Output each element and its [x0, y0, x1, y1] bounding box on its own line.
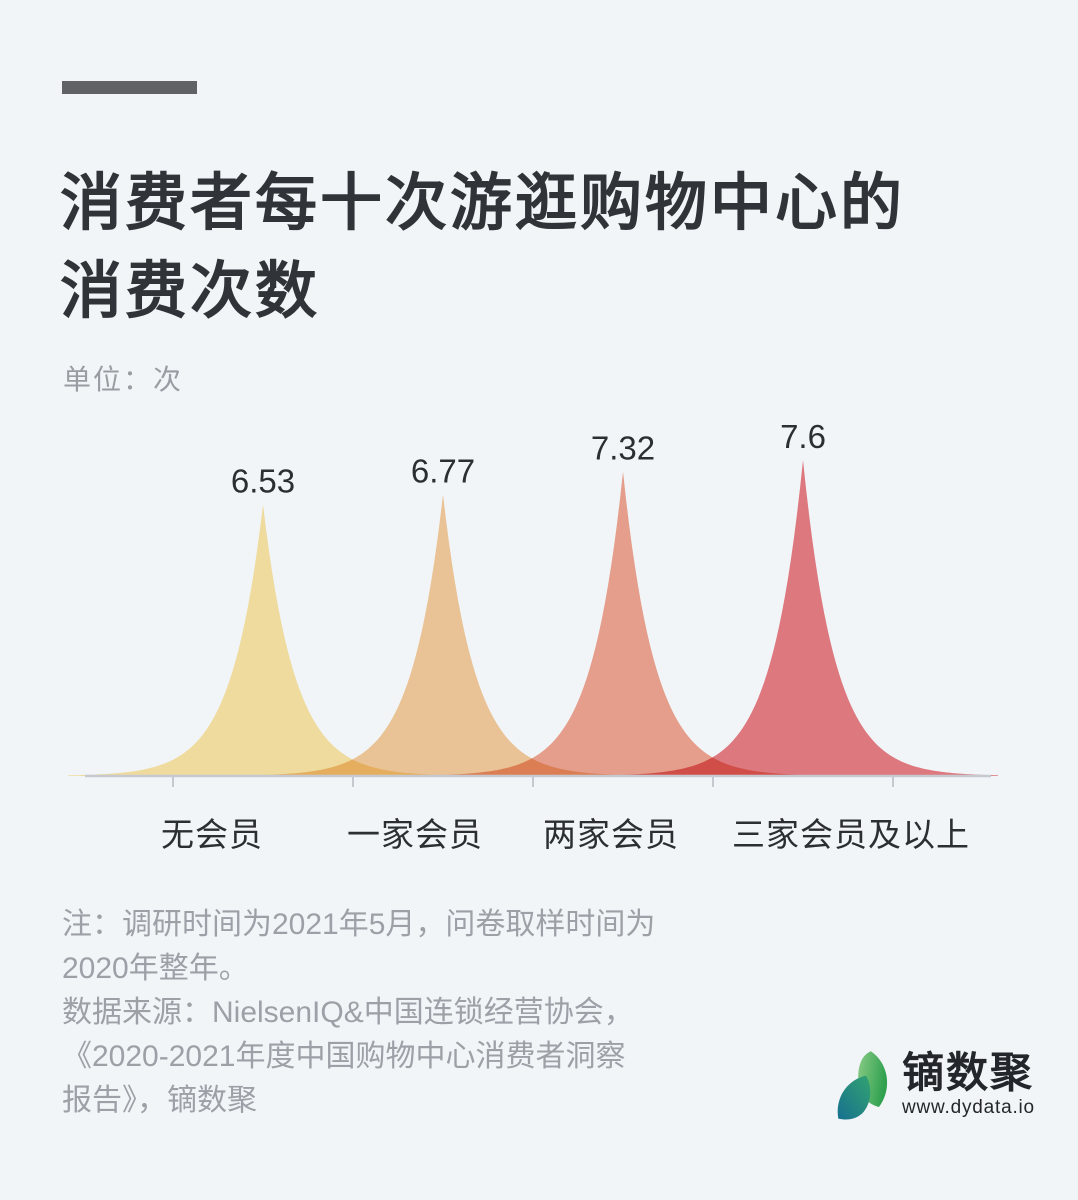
- page-title: 消费者每十次游逛购物中心的 消费次数: [60, 160, 1020, 336]
- peak-area-0: [68, 504, 458, 776]
- footnote-line: 报告》，镝数聚: [62, 1084, 257, 1117]
- footnote-line: 数据来源：NielsenIQ&中国连锁经营协会，: [62, 996, 634, 1029]
- value-label-1: 6.77: [411, 453, 475, 490]
- peak-chart: 6.53 6.77 7.32 7.6 无会员 一家会员 两家会员 三家会员及以上: [68, 420, 998, 853]
- leaf-teal: [837, 1075, 871, 1120]
- peak-area-1: [248, 494, 638, 776]
- leaf-logo-icon: [837, 1051, 888, 1120]
- accent-bar: [62, 81, 197, 94]
- peak-area-3: [608, 460, 998, 776]
- page-title-line2: 消费次数: [60, 256, 321, 326]
- footnote: 注：调研时间为2021年5月，问卷取样时间为 2020年整年。 数据来源：Nie…: [62, 903, 742, 1123]
- page-title-line1: 消费者每十次游逛购物中心的: [60, 168, 906, 238]
- footnote-line: 《2020-2021年度中国购物中心消费者洞察: [62, 1040, 626, 1073]
- logo-url: www.dydata.io: [902, 1097, 1035, 1118]
- category-label-2: 两家会员: [543, 816, 679, 853]
- category-label-1: 一家会员: [347, 816, 483, 853]
- footnote-line: 2020年整年。: [62, 952, 249, 985]
- value-label-2: 7.32: [591, 430, 655, 467]
- category-label-3: 三家会员及以上: [732, 816, 970, 853]
- logo-name: 镝数聚: [902, 1049, 1035, 1096]
- value-label-3: 7.6: [780, 420, 826, 455]
- category-label-0: 无会员: [161, 816, 263, 853]
- peak-area-2: [428, 471, 818, 776]
- dydata-logo: 镝数聚 www.dydata.io: [836, 1046, 1046, 1136]
- value-label-0: 6.53: [231, 462, 295, 499]
- footnote-line: 注：调研时间为2021年5月，问卷取样时间为: [62, 908, 656, 941]
- unit-label: 单位：次: [63, 364, 184, 395]
